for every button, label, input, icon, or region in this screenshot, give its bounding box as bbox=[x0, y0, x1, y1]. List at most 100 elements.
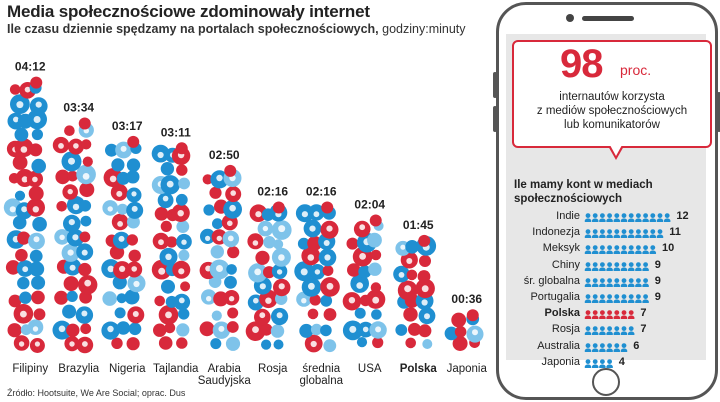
person-icon bbox=[599, 331, 606, 336]
thumbs-up-icon bbox=[21, 206, 28, 213]
heart-bubble bbox=[15, 248, 28, 262]
thumbs-up-icon bbox=[13, 116, 19, 123]
person-icon bbox=[584, 234, 592, 239]
heart-icon bbox=[109, 175, 117, 183]
like-bubble bbox=[297, 237, 310, 250]
person-icon bbox=[613, 234, 621, 239]
heart-bubble bbox=[158, 336, 173, 350]
like-bubble bbox=[126, 170, 140, 184]
person-icon bbox=[599, 364, 606, 368]
category-label: Filipiny bbox=[12, 363, 48, 375]
heart-bubble bbox=[56, 201, 67, 212]
heart-icon bbox=[255, 211, 262, 218]
heart-bubble bbox=[28, 186, 44, 201]
heart-icon bbox=[32, 176, 38, 183]
person-icon bbox=[635, 266, 642, 271]
thumbs-up-icon bbox=[218, 325, 225, 332]
heart-bubble bbox=[78, 117, 91, 130]
category-label: Tajlandia bbox=[153, 363, 199, 375]
like-bubble bbox=[444, 326, 459, 341]
heart-icon bbox=[21, 176, 28, 183]
heart-bubble bbox=[31, 290, 45, 305]
person-icon bbox=[600, 213, 605, 218]
accounts-row: Indie 12 bbox=[506, 210, 706, 225]
person-icon bbox=[664, 213, 670, 218]
heart-bubble bbox=[403, 307, 418, 322]
like-bubble bbox=[263, 236, 276, 249]
thumbs-up-icon bbox=[166, 180, 174, 188]
person-icon bbox=[606, 315, 613, 320]
person-icon bbox=[591, 315, 599, 320]
thumbs-up-icon bbox=[278, 254, 285, 261]
person-icon bbox=[627, 266, 635, 271]
person-icon bbox=[592, 342, 598, 348]
thumbs-up-icon bbox=[259, 283, 266, 290]
heart-icon bbox=[20, 146, 28, 153]
thumbs-up-icon bbox=[81, 249, 88, 256]
heart-bubble bbox=[82, 156, 93, 167]
person-icon bbox=[614, 310, 620, 316]
thumbs-up-icon bbox=[323, 240, 330, 246]
heart-icon bbox=[58, 143, 64, 149]
person-icon bbox=[628, 310, 634, 316]
heart-bubble bbox=[255, 250, 270, 265]
person-icon bbox=[643, 277, 648, 283]
person-icon bbox=[591, 299, 599, 303]
value-label: 02:04 bbox=[354, 197, 385, 211]
heart-bubble bbox=[418, 324, 432, 338]
person-icon bbox=[628, 294, 634, 299]
person-icon bbox=[606, 331, 613, 336]
category-label: Polska bbox=[400, 363, 438, 375]
person-icon bbox=[591, 283, 599, 287]
person-icon bbox=[627, 331, 635, 336]
thumbs-up-icon bbox=[131, 191, 137, 197]
value-label: 02:16 bbox=[306, 185, 337, 199]
person-icon bbox=[606, 364, 613, 368]
person-icon bbox=[607, 342, 612, 348]
thumbs-up-icon bbox=[157, 151, 164, 159]
heart-bubble bbox=[78, 262, 92, 277]
person-icon bbox=[606, 250, 613, 255]
person-icon bbox=[657, 213, 663, 218]
person-icon bbox=[614, 326, 620, 332]
heart-bubble bbox=[67, 170, 78, 182]
like-bubble bbox=[29, 249, 43, 263]
heart-icon bbox=[348, 297, 356, 304]
person-icon bbox=[592, 294, 598, 299]
person-icons bbox=[584, 261, 649, 271]
person-icon bbox=[621, 342, 627, 348]
person-icon bbox=[650, 245, 656, 251]
thumbs-up-icon bbox=[227, 235, 234, 242]
like-bubble bbox=[211, 310, 222, 321]
like-bubble bbox=[178, 249, 190, 261]
person-icon bbox=[614, 213, 620, 218]
person-icon bbox=[606, 218, 613, 222]
person-icons bbox=[584, 229, 664, 239]
heart-bubble bbox=[307, 235, 322, 251]
person-icon bbox=[599, 299, 606, 303]
thumbs-up-icon bbox=[205, 235, 211, 241]
heart-bubble bbox=[406, 269, 418, 281]
thumbs-up-icon bbox=[72, 203, 80, 211]
person-icon bbox=[592, 229, 598, 235]
like-bubble bbox=[422, 339, 433, 349]
heart-icon bbox=[34, 341, 41, 347]
heart-icon bbox=[227, 220, 233, 227]
person-icon bbox=[592, 310, 598, 316]
person-icon bbox=[584, 331, 592, 336]
like-bubble bbox=[124, 289, 140, 305]
accounts-value: 7 bbox=[640, 307, 647, 320]
heart-icon bbox=[310, 340, 317, 348]
heart-bubble bbox=[260, 323, 273, 336]
thumbs-up-icon bbox=[35, 101, 42, 108]
like-bubble bbox=[102, 291, 117, 306]
person-icon bbox=[635, 299, 642, 303]
person-icon bbox=[607, 294, 612, 299]
heart-bubble bbox=[369, 214, 382, 227]
person-icon bbox=[607, 358, 612, 364]
thumbs-up-icon bbox=[131, 205, 138, 212]
heart-icon bbox=[158, 239, 164, 246]
person-icon bbox=[642, 234, 649, 239]
heart-bubble bbox=[209, 186, 222, 199]
heart-bubble bbox=[9, 84, 21, 95]
